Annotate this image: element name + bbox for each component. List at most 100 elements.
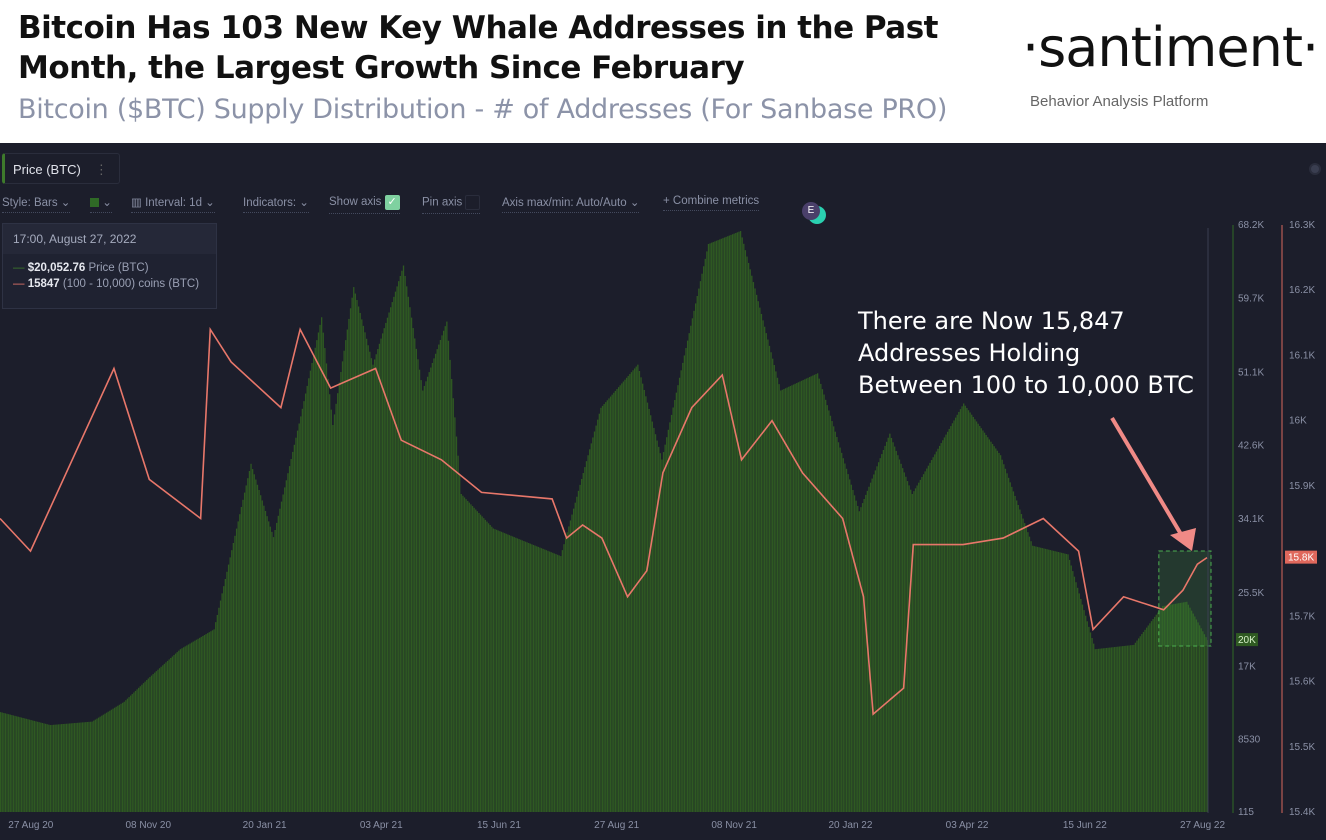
price-bar [908, 485, 910, 812]
price-bar [868, 486, 870, 812]
price-bar [438, 344, 440, 812]
price-bar [789, 386, 791, 812]
price-bar [431, 362, 434, 812]
checkbox-unchecked-icon[interactable] [465, 195, 481, 210]
price-bar [295, 437, 297, 812]
combine-metrics-button[interactable]: + Combine metrics [663, 195, 760, 211]
price-bar [736, 232, 739, 812]
price-bar [24, 718, 26, 812]
price-bar [969, 412, 971, 812]
price-bar [317, 332, 320, 812]
price-bar [134, 690, 137, 812]
price-bar [33, 720, 36, 812]
price-bar [1146, 627, 1148, 812]
price-bar [568, 526, 570, 812]
price-bar [75, 722, 77, 812]
price-bar [1046, 549, 1048, 812]
tooltip-price-row: — $20,052.76 Price (BTC) [13, 262, 149, 274]
price-bar [1088, 626, 1090, 812]
price-bar [237, 521, 239, 812]
current-address-badge [1285, 550, 1317, 564]
price-bar [555, 554, 557, 812]
interval-dropdown[interactable]: ▥ Interval: 1d ⌄ [131, 195, 215, 213]
price-bar [452, 398, 454, 812]
right-axis-tick: 15.6K [1289, 677, 1315, 688]
price-bar [1142, 631, 1145, 812]
axis-maxmin-dropdown[interactable]: Axis max/min: Auto/Auto ⌄ [502, 195, 640, 213]
price-bar [343, 350, 345, 812]
price-bar [839, 447, 841, 812]
price-bar [818, 378, 820, 812]
settings-dot-icon[interactable] [1309, 163, 1321, 175]
price-bar [956, 414, 958, 812]
price-bar [645, 396, 647, 812]
show-axis-toggle[interactable]: Show axis ✓ [329, 195, 400, 214]
color-dropdown[interactable]: ⌄ [90, 195, 112, 213]
price-bar [72, 723, 74, 812]
price-bar [595, 425, 597, 812]
price-bar [187, 644, 190, 812]
tooltip-date: 17:00, August 27, 2022 [3, 224, 216, 254]
price-bar [922, 474, 925, 812]
price-bar [52, 724, 55, 812]
price-bar [263, 505, 265, 812]
price-bar [910, 489, 912, 812]
price-bar [975, 421, 978, 812]
price-bar [1105, 647, 1108, 812]
price-bar [696, 295, 698, 812]
price-bar [1075, 582, 1077, 812]
price-bar [189, 643, 191, 812]
price-bar [28, 719, 31, 812]
user-avatar[interactable]: E [802, 202, 820, 220]
price-bar [544, 549, 546, 812]
price-bar [781, 389, 783, 812]
price-bar [938, 445, 941, 812]
price-bar [985, 434, 987, 812]
price-bar [351, 297, 353, 812]
price-bar [858, 511, 861, 812]
price-bar [1003, 464, 1005, 812]
price-bar [775, 371, 777, 812]
price-bar [1168, 604, 1170, 812]
price-bar [1001, 459, 1003, 812]
price-bar [996, 450, 999, 812]
price-bar [816, 373, 819, 812]
price-bar [516, 538, 519, 812]
price-bar [115, 706, 117, 812]
price-bar [394, 291, 397, 812]
price-bar [658, 446, 660, 812]
checkbox-checked-icon[interactable]: ✓ [384, 195, 400, 210]
price-bar [1020, 514, 1023, 812]
price-bar [601, 405, 604, 812]
price-bar [455, 436, 458, 812]
pin-axis-toggle[interactable]: Pin axis [422, 195, 481, 214]
price-bar [794, 383, 796, 812]
price-bar [155, 671, 157, 812]
price-bar [1192, 613, 1194, 812]
price-bar [913, 491, 915, 812]
price-bar [1174, 603, 1177, 812]
price-bar [426, 376, 429, 812]
price-bar [613, 392, 615, 812]
price-bar [390, 307, 392, 812]
price-bar [561, 550, 564, 812]
price-bar [269, 526, 271, 812]
price-bar [447, 340, 450, 812]
metric-tab-price[interactable]: Price (BTC) ⋮ [2, 153, 120, 184]
style-dropdown[interactable]: Style: Bars ⌄ [2, 195, 71, 213]
x-axis-tick: 27 Aug 20 [8, 820, 53, 831]
price-bar [308, 378, 310, 812]
price-bar [1028, 536, 1031, 812]
price-bar [497, 530, 499, 812]
price-bar [869, 482, 872, 812]
price-bar [223, 586, 225, 812]
price-bar [467, 500, 469, 812]
more-icon[interactable]: ⋮ [94, 162, 108, 177]
indicators-dropdown[interactable]: Indicators: ⌄ [243, 195, 309, 213]
price-bar [861, 503, 864, 812]
price-bar [36, 721, 39, 812]
price-bar [821, 389, 824, 812]
price-bar [847, 474, 849, 812]
price-bar [754, 288, 756, 812]
price-bar [723, 237, 726, 812]
